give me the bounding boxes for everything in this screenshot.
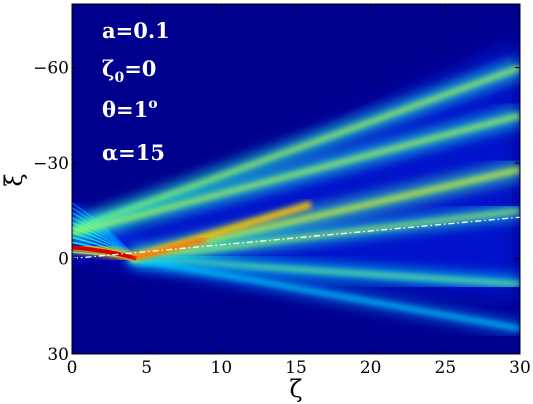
reference-line-group bbox=[72, 216, 520, 260]
x-axis-ticks: 0 5 10 15 20 25 30 bbox=[67, 4, 531, 378]
plot-area: a=0.1 ζ0=0 θ=1o α=15 bbox=[72, 4, 520, 354]
hotspot-core bbox=[72, 245, 137, 261]
x-tick-label: 15 bbox=[285, 358, 307, 378]
x-tick-label: 30 bbox=[509, 358, 531, 378]
beam-core bbox=[72, 112, 520, 236]
beam-group bbox=[72, 58, 520, 337]
x-axis-label: ζ bbox=[289, 375, 302, 403]
y-tick-label: 30 bbox=[47, 345, 69, 365]
reference-line bbox=[72, 216, 520, 260]
y-axis-label: ξ bbox=[0, 173, 28, 186]
x-tick-label: 10 bbox=[211, 358, 233, 378]
annotation-group: a=0.1 ζ0=0 θ=1o α=15 bbox=[102, 18, 170, 165]
y-tick-label: 0 bbox=[58, 250, 69, 270]
annotation-label: a=0.1 bbox=[102, 18, 170, 43]
x-tick-label: 0 bbox=[67, 358, 78, 378]
beam-core bbox=[131, 256, 520, 331]
x-tick-label: 25 bbox=[435, 358, 457, 378]
annotation-label: θ=1o bbox=[102, 96, 158, 122]
beam-core bbox=[131, 208, 520, 261]
annotation-label: ζ0=0 bbox=[102, 56, 156, 86]
beam-core bbox=[72, 65, 520, 233]
y-axis-ticks: −60 −30 0 30 bbox=[33, 59, 520, 365]
x-tick-label: 5 bbox=[141, 358, 152, 378]
annotation-label: α=15 bbox=[102, 140, 165, 165]
x-tick-label: 20 bbox=[360, 358, 382, 378]
y-tick-label: −30 bbox=[33, 154, 69, 174]
y-tick-label: −60 bbox=[33, 59, 69, 79]
